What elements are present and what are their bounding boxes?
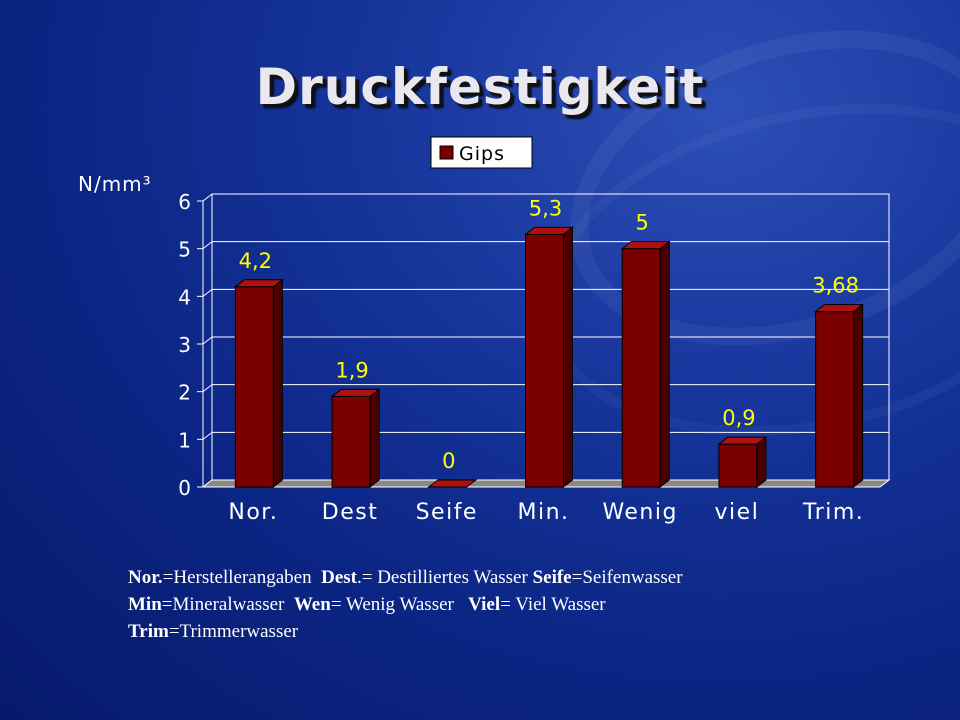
- footnote-text: =Trimmerwasser: [168, 621, 299, 642]
- footnote-abbreviation: Trim: [128, 621, 169, 642]
- data-label: 5,3: [529, 196, 562, 220]
- y-tick-label: 4: [178, 285, 191, 309]
- data-label: 4,2: [239, 249, 272, 273]
- x-tick-label: Wenig: [602, 500, 678, 525]
- footnote-abbreviation: Seife: [532, 567, 572, 588]
- bar-side: [563, 226, 573, 489]
- bar-top: [330, 388, 381, 397]
- bar-chart: 0 1 2 3 4 5 6 N/mm³ 4,2 Nor. 1,9 Dest 0 Seife 5,3 Min. 5…: [78, 136, 889, 525]
- footnote-abbreviation: Viel: [468, 594, 501, 615]
- x-tick-label: Seife: [416, 500, 478, 525]
- bar-side: [272, 278, 283, 489]
- x-tick-label: Trim.: [802, 500, 864, 525]
- bar: [815, 311, 855, 488]
- bar-top: [620, 241, 671, 250]
- legend-entry: Gips: [459, 143, 505, 165]
- bar-side: [853, 303, 864, 489]
- footnote-text: = Wenig Wasser: [330, 594, 469, 615]
- bar: [234, 286, 274, 488]
- footnote-text: =Mineralwasser: [161, 594, 294, 615]
- y-tick-label: 0: [178, 476, 191, 500]
- bar-top: [524, 226, 574, 235]
- y-axis-label: N/mm³: [78, 172, 152, 196]
- footnote-line: Min=Mineralwasser Wen= Wenig Wasser Viel…: [128, 591, 848, 618]
- footnote-abbreviation: Min: [128, 594, 162, 615]
- footnote-text: =Seifenwasser: [571, 567, 683, 588]
- gridline-side: [202, 288, 213, 297]
- y-tick-label: 2: [178, 381, 191, 405]
- bar: [427, 479, 478, 488]
- bar-top: [814, 304, 865, 313]
- bar: [621, 248, 661, 488]
- bar: [718, 443, 758, 488]
- data-label: 5: [636, 211, 649, 235]
- bar-side: [659, 240, 670, 489]
- y-tick-label: 6: [178, 190, 191, 214]
- footnote-line: Nor.=Herstellerangaben Dest.= Destillier…: [128, 564, 848, 591]
- footnote-text: = Viel Wasser: [500, 594, 606, 615]
- footnote-abbreviation: Nor.: [128, 567, 163, 588]
- footnote-text: =Herstellerangaben: [162, 567, 322, 588]
- slide-title: Druckfestigkeit: [255, 58, 705, 116]
- x-tick-label: Nor.: [228, 500, 278, 525]
- gridline-side: [202, 431, 213, 440]
- gridline-side: [202, 336, 213, 345]
- x-tick-label: Dest: [322, 500, 379, 525]
- x-tick-label: Min.: [517, 500, 569, 525]
- bar-side: [369, 388, 380, 489]
- bar-side: [756, 436, 767, 489]
- data-label: 3,68: [812, 274, 859, 298]
- data-label: 1,9: [335, 358, 368, 382]
- gridline-side: [202, 384, 213, 393]
- gridline-side: [202, 193, 213, 202]
- bar: [525, 233, 564, 488]
- y-tick-label: 1: [178, 428, 191, 452]
- x-tick-label: viel: [715, 500, 760, 525]
- y-tick-label: 5: [178, 238, 191, 262]
- footnote-abbreviation: Dest: [321, 567, 357, 588]
- gridline-side: [202, 241, 213, 250]
- bar-top: [717, 436, 768, 445]
- data-label: 0,9: [722, 406, 755, 430]
- footnote: Nor.=Herstellerangaben Dest.= Destillier…: [128, 564, 848, 645]
- data-label: 0: [442, 449, 455, 473]
- bar-top: [233, 279, 284, 288]
- footnote-abbreviation: Wen: [293, 594, 331, 615]
- y-tick-label: 3: [178, 333, 191, 357]
- footnote-text: .= Destilliertes Wasser: [356, 567, 533, 588]
- bar: [331, 395, 371, 488]
- footnote-line: Trim=Trimmerwasser: [128, 618, 848, 645]
- legend-swatch: [439, 145, 454, 160]
